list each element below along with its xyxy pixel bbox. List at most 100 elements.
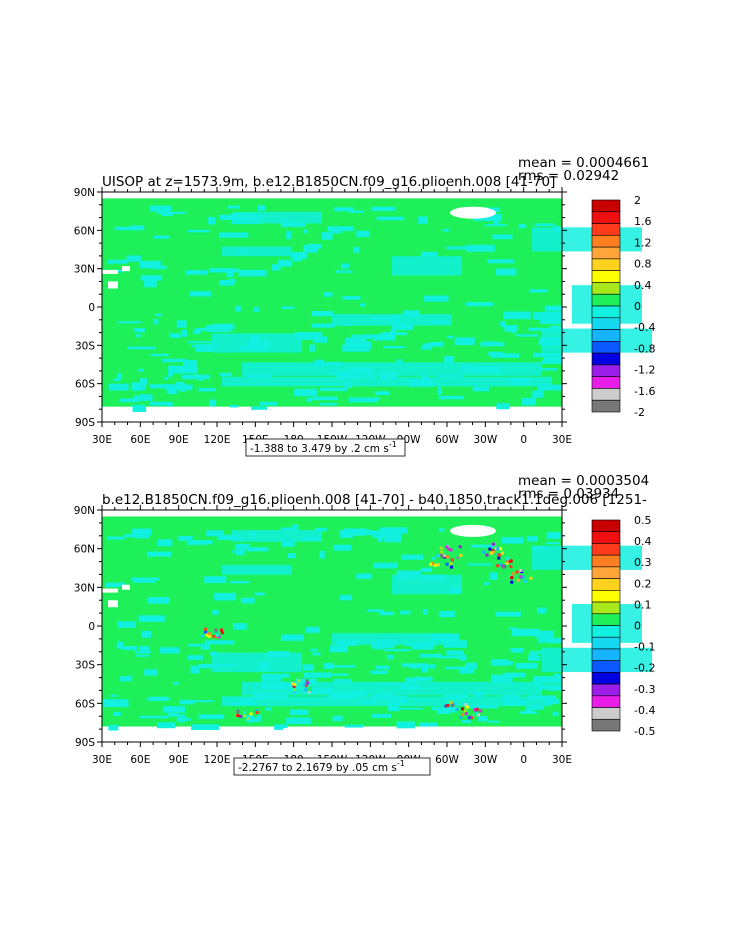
x-tick-label: 90E xyxy=(169,434,189,446)
cyan-patch xyxy=(251,406,268,410)
cyan-patch xyxy=(376,216,405,221)
cyan-patch xyxy=(212,610,219,615)
cyan-patch xyxy=(374,397,380,400)
y-tick-label: 60N xyxy=(74,544,95,556)
x-tick-label: 30E xyxy=(92,754,112,766)
cyan-patch xyxy=(379,372,398,380)
cyan-patch xyxy=(304,391,318,395)
anomaly-cell xyxy=(447,547,451,551)
cyan-patch xyxy=(149,384,175,389)
anomaly-cell xyxy=(505,561,509,565)
anomaly-cell xyxy=(460,707,464,711)
cyan-patch xyxy=(313,336,327,343)
cyan-patch xyxy=(371,641,395,649)
cyan-patch xyxy=(490,674,513,683)
anomaly-cell xyxy=(200,634,204,638)
cyan-patch xyxy=(133,532,150,539)
cyan-patch xyxy=(387,703,400,712)
greenland-land xyxy=(450,524,496,537)
cyan-region xyxy=(392,256,462,276)
anomaly-cell xyxy=(491,549,495,553)
cyan-patch xyxy=(117,621,137,628)
cyan-patch xyxy=(538,637,543,644)
anomaly-cell xyxy=(215,635,219,639)
y-tick-label: 60S xyxy=(75,379,95,391)
cyan-patch xyxy=(534,223,555,227)
anomaly-cell xyxy=(497,556,501,560)
cyan-patch xyxy=(175,381,185,387)
cyan-patch xyxy=(443,640,467,648)
cyan-patch xyxy=(173,681,179,685)
plot-title: b.e12.B1850CN.f09_g16.plioenh.008 [41-70… xyxy=(102,492,647,508)
anomaly-cell xyxy=(500,551,504,555)
anomaly-cell xyxy=(439,546,443,550)
cyan-patch xyxy=(345,337,365,342)
colorbar-swatch xyxy=(591,613,621,626)
mean-stat: mean = 0.0003504 xyxy=(518,473,649,489)
cyan-region xyxy=(232,211,322,224)
cyan-patch xyxy=(356,230,370,238)
colorbar-swatch xyxy=(591,625,621,638)
cyan-patch xyxy=(541,635,549,643)
cyan-patch xyxy=(480,342,505,347)
cyan-patch xyxy=(274,725,284,730)
anomaly-cell xyxy=(450,565,454,569)
panel-1: 30E60E90E120E150E180150W120W90W60W30W030… xyxy=(74,155,655,457)
cyan-patch xyxy=(437,386,443,395)
cyan-patch xyxy=(246,547,269,552)
anomaly-cell xyxy=(461,713,465,717)
cyan-region xyxy=(222,246,292,257)
anomaly-cell xyxy=(475,707,479,711)
cyan-patch xyxy=(220,372,232,377)
colorbar-swatch xyxy=(591,352,621,366)
cyan-patch xyxy=(306,397,313,402)
cyan-patch xyxy=(204,576,227,584)
cyan-patch xyxy=(468,705,498,709)
cyan-patch xyxy=(319,387,348,392)
cyan-patch xyxy=(233,623,247,630)
colorbar-swatch xyxy=(591,235,621,248)
map-field xyxy=(102,198,652,412)
colorbar-swatch xyxy=(591,660,621,673)
colorbar-swatch xyxy=(591,531,621,544)
anomaly-cell xyxy=(290,682,294,686)
cyan-patch xyxy=(373,562,398,569)
anomaly-cell xyxy=(212,634,216,638)
cyan-patch xyxy=(151,265,167,270)
cyan-patch xyxy=(281,306,295,309)
cyan-patch xyxy=(535,630,554,639)
cyan-patch xyxy=(188,643,209,647)
cyan-patch xyxy=(116,269,124,273)
anomaly-cell xyxy=(440,555,444,559)
cyan-patch xyxy=(503,311,531,320)
colorbar: 2 1.6 1.2 0.8 0.4 0 -0.4 -0.8 -1.2 -1.6 -2 xyxy=(591,194,655,419)
cyan-patch xyxy=(526,535,539,542)
cyan-patch xyxy=(147,597,170,604)
cyan-patch xyxy=(530,704,545,710)
cyan-patch xyxy=(193,329,201,335)
cyan-region xyxy=(242,362,542,376)
anomaly-cell xyxy=(464,703,468,707)
cyan-patch xyxy=(442,228,449,232)
cyan-patch xyxy=(257,205,266,211)
cyan-patch xyxy=(529,651,538,659)
cyan-patch xyxy=(488,720,500,723)
cyan-patch xyxy=(454,337,475,346)
cyan-patch xyxy=(310,648,318,652)
cyan-patch xyxy=(334,270,353,273)
cyan-patch xyxy=(334,665,355,668)
anomaly-cell xyxy=(246,717,250,721)
colorbar-swatch xyxy=(591,270,621,283)
cyan-patch xyxy=(219,279,234,286)
cyan-patch xyxy=(132,404,147,412)
cyan-patch xyxy=(191,700,214,703)
cyan-patch xyxy=(493,220,499,225)
anomaly-cell xyxy=(204,630,208,634)
y-tick-label: 30N xyxy=(74,264,95,276)
cyan-patch xyxy=(511,327,517,334)
y-tick-label: 90N xyxy=(74,505,95,517)
cyan-patch xyxy=(232,550,246,553)
x-tick-label: 60W xyxy=(435,754,459,766)
cyan-patch xyxy=(277,259,293,267)
cyan-patch xyxy=(420,251,438,257)
